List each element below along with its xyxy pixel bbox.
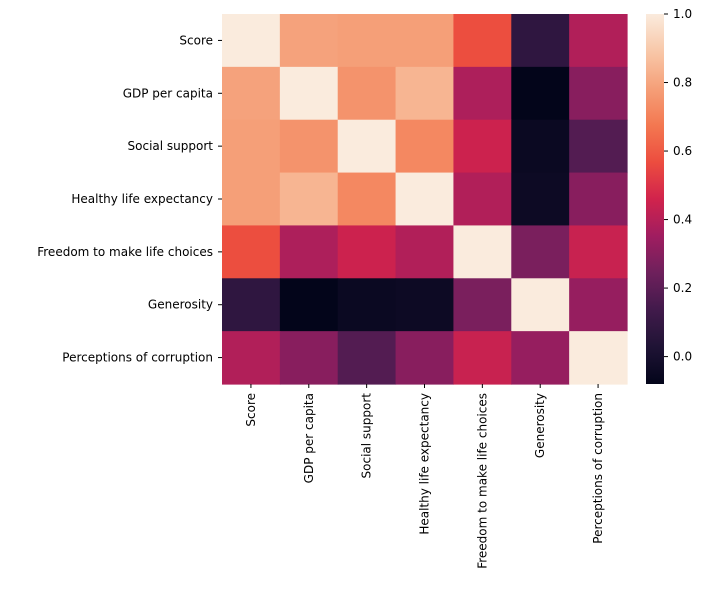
- heatmap-cell: [279, 119, 339, 174]
- heatmap-cell: [453, 331, 512, 385]
- heatmap-cell: [569, 225, 628, 279]
- heatmap-cell: [395, 66, 455, 121]
- heatmap-cell: [569, 278, 628, 332]
- heatmap-cell: [279, 225, 339, 279]
- heatmap-cell: [222, 225, 281, 279]
- heatmap-cell: [511, 278, 570, 332]
- row-label: Score: [179, 33, 213, 47]
- colorbar-tick-label: 0.0: [673, 350, 692, 364]
- heatmap-cell: [279, 278, 339, 332]
- row-label: Generosity: [148, 298, 213, 312]
- heatmap-cell: [395, 119, 455, 174]
- heatmap-cell: [453, 225, 512, 279]
- heatmap-cell: [337, 331, 397, 385]
- col-label: Freedom to make life choices: [475, 393, 489, 569]
- col-label: Healthy life expectancy: [417, 393, 431, 535]
- heatmap-cell: [453, 14, 512, 68]
- row-label: Social support: [128, 139, 214, 153]
- heatmap-cell: [569, 66, 628, 121]
- heatmap-cell: [395, 225, 455, 279]
- heatmap-cell: [569, 14, 628, 68]
- heatmap-cell: [395, 278, 455, 332]
- heatmap-cell: [337, 66, 397, 121]
- heatmap-cells: [222, 14, 628, 385]
- col-label: GDP per capita: [302, 393, 316, 483]
- heatmap-cell: [222, 14, 281, 68]
- col-labels: Score GDP per capita Social support Healthy…: [244, 383, 605, 569]
- heatmap-cell: [453, 278, 512, 332]
- heatmap-cell: [337, 119, 397, 174]
- colorbar-gradient: [646, 14, 664, 384]
- heatmap-cell: [222, 119, 281, 174]
- row-label: GDP per capita: [123, 86, 213, 100]
- heatmap-cell: [279, 14, 339, 68]
- heatmap-cell: [569, 331, 628, 385]
- heatmap-cell: [395, 331, 455, 385]
- heatmap-cell: [222, 172, 281, 227]
- heatmap-cell: [222, 331, 281, 385]
- col-label: Social support: [360, 393, 374, 479]
- colorbar-tick-label: 0.2: [673, 281, 692, 295]
- heatmap-cell: [511, 119, 570, 174]
- heatmap-cell: [453, 66, 512, 121]
- heatmap-cell: [395, 172, 455, 227]
- row-labels: Score GDP per capita Social support Healthy…: [37, 33, 222, 365]
- heatmap-cell: [337, 172, 397, 227]
- heatmap-cell: [511, 14, 570, 68]
- col-label: Score: [244, 393, 258, 427]
- row-label: Freedom to make life choices: [37, 245, 213, 259]
- colorbar-tick-label: 0.8: [673, 76, 692, 90]
- heatmap-cell: [511, 331, 570, 385]
- row-label: Perceptions of corruption: [62, 351, 213, 365]
- heatmap-cell: [569, 119, 628, 174]
- heatmap-cell: [453, 172, 512, 227]
- colorbar-tick-label: 0.4: [673, 213, 692, 227]
- colorbar: 0.0 0.2 0.4 0.6 0.8 1.0: [646, 7, 692, 384]
- heatmap-cell: [337, 14, 397, 68]
- row-label: Healthy life expectancy: [71, 192, 213, 206]
- colorbar-tick-label: 0.6: [673, 144, 692, 158]
- heatmap-cell: [453, 119, 512, 174]
- heatmap-cell: [337, 278, 397, 332]
- heatmap-cell: [511, 66, 570, 121]
- heatmap-cell: [279, 331, 339, 385]
- heatmap-cell: [279, 66, 339, 121]
- heatmap-cell: [222, 66, 281, 121]
- col-label: Generosity: [533, 393, 547, 458]
- heatmap-cell: [337, 225, 397, 279]
- heatmap-cell: [511, 225, 570, 279]
- heatmap-cell: [222, 278, 281, 332]
- heatmap-cell: [511, 172, 570, 227]
- heatmap-cell: [569, 172, 628, 227]
- colorbar-tick-label: 1.0: [673, 7, 692, 21]
- heatmap-cell: [395, 14, 455, 68]
- col-label: Perceptions of corruption: [591, 393, 605, 544]
- heatmap-cell: [279, 172, 339, 227]
